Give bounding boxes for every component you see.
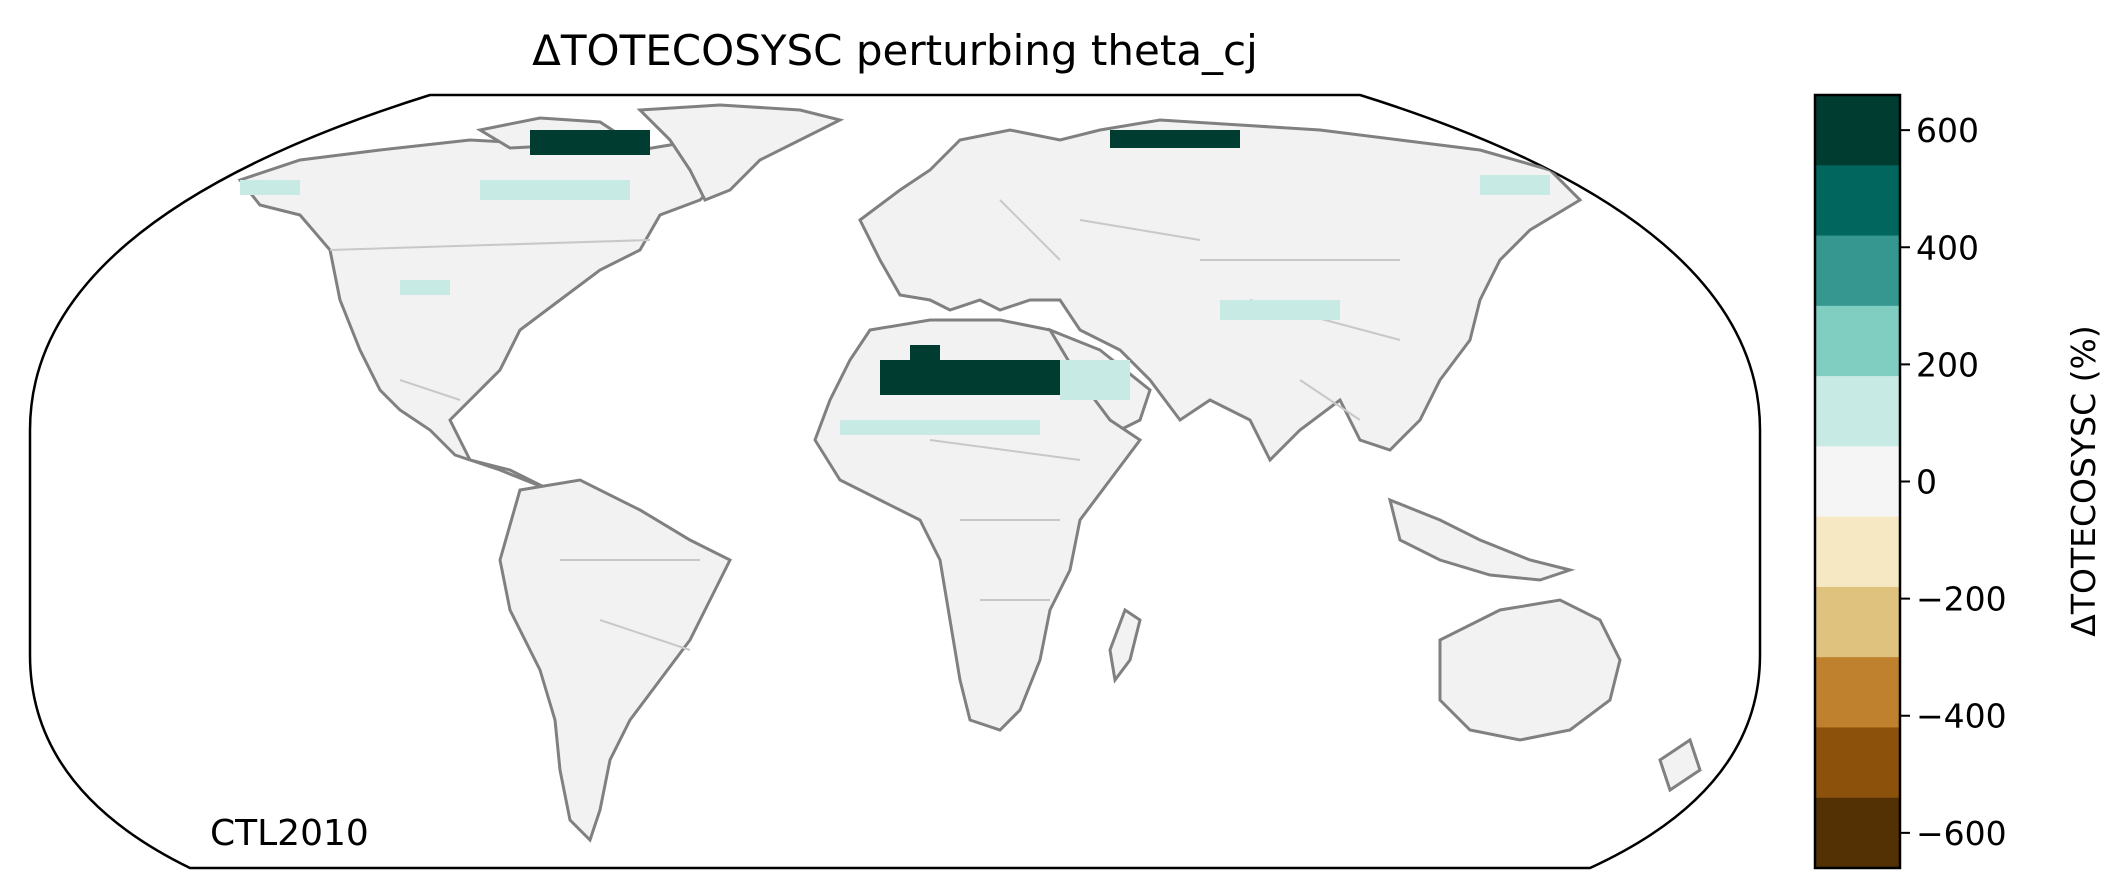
colorbar-tick-label: 200 xyxy=(1916,345,1979,384)
land-greenland xyxy=(636,103,845,202)
map-title: ΔTOTECOSYSC perturbing theta_cj xyxy=(532,26,1258,75)
cell-north-canada xyxy=(480,180,630,200)
colorbar-block xyxy=(1815,657,1900,728)
land-australia xyxy=(1438,598,1622,742)
colorbar-ticks: 600 400 200 0 −200 −400 −600 xyxy=(1900,111,2007,853)
land-new-zealand xyxy=(1658,737,1702,793)
colorbar-block xyxy=(1815,235,1900,307)
colorbar-block xyxy=(1815,727,1900,799)
map-panel: CTL2010 xyxy=(28,93,1762,870)
land-madagascar xyxy=(1108,607,1142,684)
cell-siberia xyxy=(1110,130,1240,148)
colorbar-tick-label: −600 xyxy=(1916,814,2007,853)
cell-north-africa-2 xyxy=(910,345,940,365)
land-eurasia xyxy=(858,118,1583,463)
land-indonesia xyxy=(1387,497,1576,582)
land-south-america xyxy=(498,478,733,843)
colorbar-tick-label: 400 xyxy=(1916,228,1979,267)
case-label: CTL2010 xyxy=(210,813,369,854)
colorbar-tick-label: −200 xyxy=(1916,580,2007,619)
colorbar-label: ΔTOTECOSYSC (%) xyxy=(2064,325,2103,636)
colorbar-block xyxy=(1815,95,1900,166)
colorbar-block xyxy=(1815,305,1900,377)
colorbar-block xyxy=(1815,586,1900,658)
colorbar: 600 400 200 0 −200 −400 −600 ΔTOTECOSYSC (%) xyxy=(1813,93,2103,870)
colorbar-tick-label: 600 xyxy=(1916,111,1979,150)
colorbar-tick-label: 0 xyxy=(1916,463,1937,502)
cell-us xyxy=(400,280,450,295)
cell-north-africa xyxy=(880,360,1060,395)
cell-central-asia xyxy=(1220,300,1340,320)
cell-east-siberia xyxy=(1480,175,1550,195)
colorbar-block xyxy=(1815,376,1900,447)
cell-sahel xyxy=(840,420,1040,435)
cell-canada-arctic xyxy=(530,130,650,155)
colorbar-tick-label: −400 xyxy=(1916,697,2007,736)
colorbar-block xyxy=(1815,446,1900,518)
data-cells xyxy=(240,130,1550,435)
colorbar-blocks xyxy=(1815,95,1900,869)
colorbar-block xyxy=(1815,516,1900,588)
cell-arabia xyxy=(1060,360,1130,400)
colorbar-block xyxy=(1815,165,1900,237)
cell-alaska xyxy=(240,180,300,195)
land-layer xyxy=(237,103,1702,843)
colorbar-block xyxy=(1815,797,1900,869)
